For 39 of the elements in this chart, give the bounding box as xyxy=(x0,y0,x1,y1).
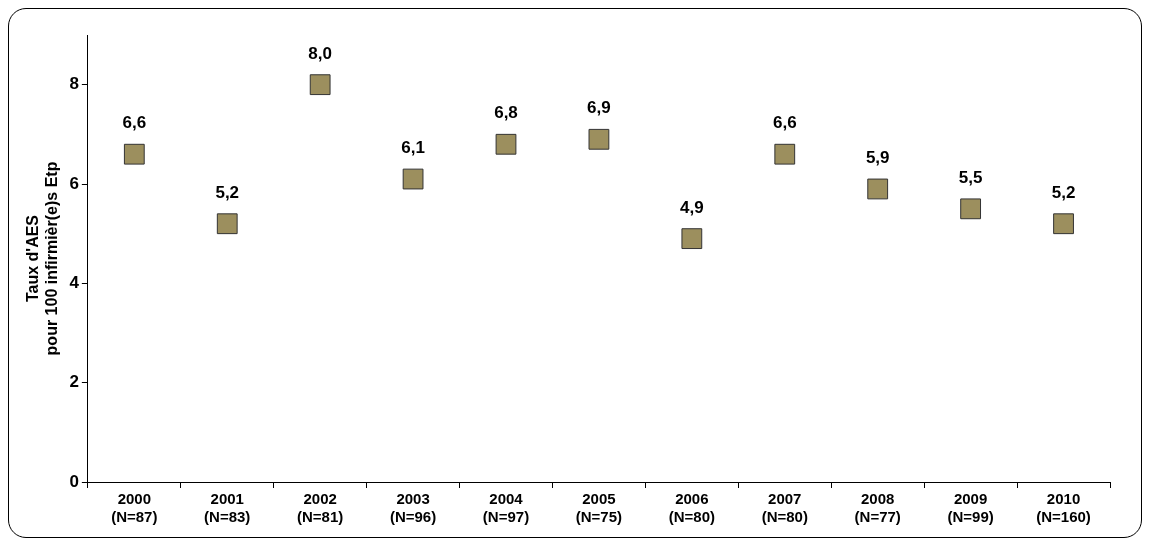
y-tick-label: 8 xyxy=(69,74,79,94)
x-tick-label: 2008 (N=77) xyxy=(854,490,901,526)
x-tick-label: 2003 (N=96) xyxy=(389,490,437,526)
point xyxy=(681,228,703,250)
point xyxy=(1053,213,1074,235)
data-label: 5,2 xyxy=(1051,182,1076,202)
x-tick-label: 2009 (N=99) xyxy=(947,490,994,526)
data-label: 6,8 xyxy=(494,103,518,123)
point xyxy=(309,74,331,96)
point xyxy=(960,198,982,220)
point xyxy=(402,168,424,190)
point xyxy=(588,128,610,150)
x-tick-label: 2010 (N=160) xyxy=(1036,490,1091,526)
data-label: 6,6 xyxy=(122,113,147,133)
x-tick-label: 2004 (N=97) xyxy=(482,490,530,526)
x-tick-label: 2005 (N=75) xyxy=(575,490,623,526)
x-tick-label: 2002 (N=81) xyxy=(297,490,344,526)
y-axis-title: Taux d'AES pour 100 infirmièr(e)s Etp xyxy=(24,161,61,356)
x-tick-label: 2001 (N=83) xyxy=(204,490,251,526)
x-tick-label: 2000 (N=87) xyxy=(111,490,158,526)
point xyxy=(867,178,889,200)
data-label: 5,5 xyxy=(958,168,983,188)
data-label: 4,9 xyxy=(680,197,704,217)
data-label: 6,1 xyxy=(401,138,425,158)
data-label: 8,0 xyxy=(308,43,332,63)
point xyxy=(123,143,145,165)
point xyxy=(495,133,517,155)
point xyxy=(774,143,796,165)
point xyxy=(216,213,238,235)
y-tick-label: 4 xyxy=(69,273,80,293)
data-label: 5,9 xyxy=(865,148,890,168)
data-label: 6,9 xyxy=(587,98,611,118)
x-tick-label: 2007 (N=80) xyxy=(761,490,808,526)
y-tick-label: 2 xyxy=(69,372,79,392)
x-tick-label: 2006 (N=80) xyxy=(668,490,715,526)
y-tick-label: 6 xyxy=(69,173,79,193)
data-label: 5,2 xyxy=(215,182,240,202)
y-tick-label: 0 xyxy=(69,471,79,491)
data-label: 6,6 xyxy=(772,113,797,133)
